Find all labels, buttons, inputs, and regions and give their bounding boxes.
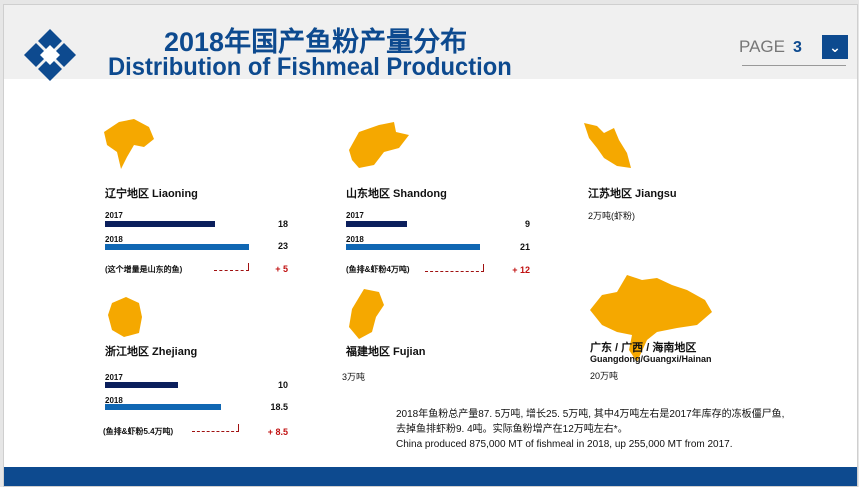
summary-line: 2018年鱼粉总产量87. 5万吨, 增长25. 5万吨, 其中4万吨左右是20… (396, 409, 785, 420)
dashed-increase-marker (192, 424, 239, 432)
title-chinese: 2018年国产鱼粉产量分布 (164, 27, 468, 57)
value-2017: 10 (277, 380, 288, 390)
fujian-map-icon (349, 289, 384, 339)
note: (鱼排&虾粉5.4万吨) (103, 427, 174, 436)
value-2017: 18 (277, 219, 288, 229)
summary-line: 去掉鱼排虾粉9. 4吨。实际鱼粉增产在12万吨左右*。 (396, 424, 628, 435)
shandong-map-icon (349, 122, 409, 168)
company-logo-icon (24, 29, 76, 81)
year-label: 2018 (346, 235, 364, 244)
liaoning-map-icon (104, 119, 154, 169)
value-2018: 21 (519, 242, 530, 252)
increase-value: + 5 (275, 264, 288, 274)
region-title-fujian: 福建地区 Fujian (346, 346, 426, 358)
page-indicator: PAGE 3 (739, 37, 802, 57)
region-title-zhejiang: 浙江地区 Zhejiang (105, 346, 198, 358)
increase-value: + 12 (512, 265, 530, 275)
footer-bar (4, 467, 857, 486)
value-2018: 18.5 (270, 402, 288, 412)
bar-2017 (346, 221, 407, 227)
dashed-increase-marker (425, 264, 484, 272)
next-page-button[interactable]: ⌄ (822, 35, 848, 59)
page-label: PAGE (739, 37, 785, 56)
year-label: 2017 (105, 373, 123, 382)
dashed-increase-marker (214, 263, 249, 271)
bar-2018 (105, 244, 249, 250)
guangdong-map-icon (590, 275, 712, 362)
jiangsu-map-icon (584, 123, 631, 168)
summary-line: China produced 875,000 MT of fishmeal in… (396, 439, 733, 450)
value-2017: 9 (524, 219, 530, 229)
increase-value: + 8.5 (267, 427, 288, 437)
bar-2018 (346, 244, 480, 250)
divider (742, 65, 846, 66)
note: (这个增量是山东的鱼) (105, 265, 183, 274)
region-subtitle: Guangdong/Guangxi/Hainan (590, 354, 712, 364)
bar-2017 (105, 221, 215, 227)
region-value: 3万吨 (342, 372, 366, 382)
region-title-shandong: 山东地区 Shandong (346, 188, 447, 200)
year-label: 2018 (105, 235, 123, 244)
value-2018: 23 (277, 241, 288, 251)
year-label: 2017 (105, 211, 123, 220)
region-value: 20万吨 (590, 371, 619, 381)
header: 2018年国产鱼粉产量分布 Distribution of Fishmeal P… (4, 5, 857, 81)
year-label: 2017 (346, 211, 364, 220)
zhejiang-map-icon (108, 297, 142, 337)
summary-text: 2018年鱼粉总产量87. 5万吨, 增长25. 5万吨, 其中4万吨左右是20… (396, 407, 784, 452)
title-english: Distribution of Fishmeal Production (108, 53, 512, 81)
chevron-down-icon: ⌄ (829, 39, 841, 55)
slide: 2018年国产鱼粉产量分布 Distribution of Fishmeal P… (3, 4, 858, 487)
bar-2018 (105, 404, 221, 410)
bar-2017 (105, 382, 178, 388)
year-label: 2018 (105, 396, 123, 405)
region-title-guangdong: 广东 / 广西 / 海南地区 (590, 342, 697, 354)
note: (鱼排&虾粉4万吨) (346, 265, 410, 274)
region-value: 2万吨(虾粉) (588, 211, 635, 221)
page-number: 3 (792, 39, 802, 56)
region-title-jiangsu: 江苏地区 Jiangsu (588, 188, 677, 200)
region-title-liaoning: 辽宁地区 Liaoning (105, 188, 198, 200)
